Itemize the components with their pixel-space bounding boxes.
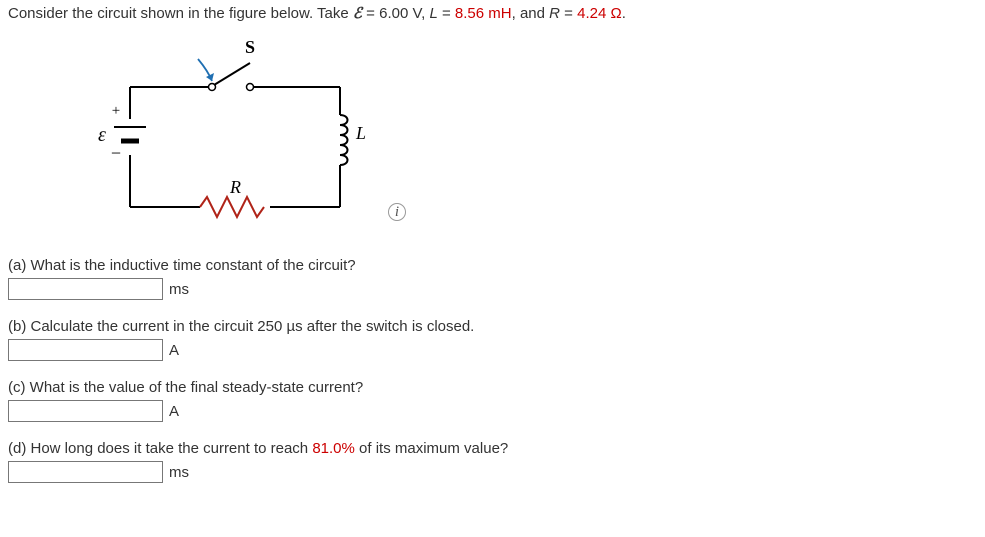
- part-b: (b) Calculate the current in the circuit…: [8, 318, 977, 361]
- L-value: 8.56 mH: [455, 5, 512, 22]
- part-d-text: (d) How long does it take the current to…: [8, 440, 977, 457]
- resistor-label: R: [229, 177, 241, 197]
- part-a-text: (a) What is the inductive time constant …: [8, 257, 977, 274]
- battery-minus: −: [111, 143, 121, 163]
- switch-label: S: [245, 37, 255, 57]
- part-d: (d) How long does it take the current to…: [8, 440, 977, 483]
- emf-label: ε: [98, 124, 106, 146]
- part-d-suffix: of its maximum value?: [355, 440, 508, 457]
- stem-tail: .: [622, 5, 626, 22]
- emf-value: 6.00 V: [379, 5, 421, 22]
- part-d-pct: 81.0%: [312, 440, 355, 457]
- stem-sep2: , and: [512, 5, 550, 22]
- L-symbol: L: [429, 5, 437, 22]
- stem-eq1: =: [362, 5, 379, 22]
- question-stem: Consider the circuit shown in the figure…: [8, 4, 977, 23]
- emf-symbol: ℰ: [353, 6, 362, 22]
- part-b-unit: A: [169, 342, 179, 359]
- part-c-unit: A: [169, 403, 179, 420]
- part-a-input[interactable]: [8, 278, 163, 300]
- part-a-unit: ms: [169, 281, 189, 298]
- stem-prefix: Consider the circuit shown in the figure…: [8, 5, 353, 22]
- part-d-prefix: (d) How long does it take the current to…: [8, 440, 312, 457]
- part-b-text: (b) Calculate the current in the circuit…: [8, 318, 977, 335]
- part-d-unit: ms: [169, 464, 189, 481]
- part-d-input[interactable]: [8, 461, 163, 483]
- part-c-text: (c) What is the value of the final stead…: [8, 379, 977, 396]
- circuit-figure: + − ε S L R: [90, 37, 380, 227]
- battery-plus: +: [112, 103, 120, 119]
- part-c-input[interactable]: [8, 400, 163, 422]
- part-b-input[interactable]: [8, 339, 163, 361]
- R-value: 4.24 Ω: [577, 5, 622, 22]
- part-a: (a) What is the inductive time constant …: [8, 257, 977, 300]
- part-c: (c) What is the value of the final stead…: [8, 379, 977, 422]
- info-icon[interactable]: i: [388, 203, 406, 221]
- stem-eq2: =: [438, 5, 455, 22]
- R-symbol: R: [549, 5, 560, 22]
- inductor-label: L: [355, 123, 366, 143]
- stem-eq3: =: [560, 5, 577, 22]
